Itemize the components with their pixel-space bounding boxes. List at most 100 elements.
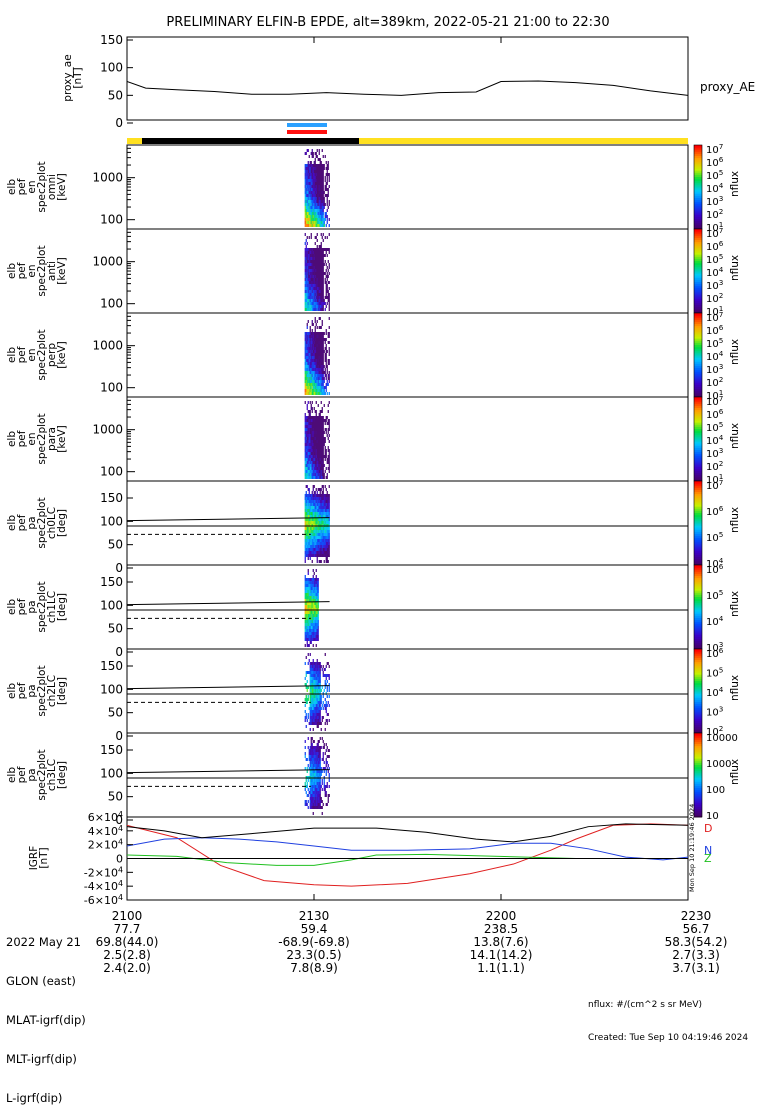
spectrogram-cell	[318, 254, 320, 257]
spectrogram-cell	[307, 254, 309, 257]
spectrogram-cell	[328, 452, 330, 455]
spectrogram-cell	[305, 185, 307, 188]
spectrogram-cell	[310, 782, 312, 785]
spectrogram-cell	[320, 512, 322, 515]
spectrogram-cell	[324, 788, 326, 791]
spectrogram-cell	[306, 281, 308, 284]
spectrogram-cell	[312, 797, 314, 800]
spectrogram-cell	[325, 494, 327, 497]
spectrogram-cell	[307, 365, 309, 368]
proxy-ae-frame	[126, 36, 689, 121]
spectrogram-cell	[308, 194, 310, 197]
spectrogram-cell	[309, 593, 311, 596]
spectrogram-cell	[318, 416, 320, 419]
spectrogram-cell	[316, 281, 318, 284]
spectrogram-cell	[307, 452, 309, 455]
spectrogram-cell	[319, 455, 321, 458]
spectrogram-cell	[324, 236, 326, 239]
colorbar-segment	[694, 352, 702, 356]
spectrogram-cell	[315, 674, 317, 677]
spectrogram-cell	[313, 164, 315, 167]
spectrogram-cell	[304, 464, 306, 467]
spectrogram-cell	[322, 167, 324, 170]
axis-label-line: pa	[26, 684, 38, 697]
spectrogram-cell	[308, 527, 310, 530]
spectrogram-cell	[322, 260, 324, 263]
spectrogram-cell	[306, 614, 308, 617]
colorbar-segment	[694, 720, 702, 723]
spectrogram-cell	[318, 758, 320, 761]
spectrogram-cell	[327, 293, 329, 296]
spectrogram-cell	[310, 803, 312, 806]
spectrogram-cell	[308, 749, 310, 752]
spectrogram-cell	[304, 248, 306, 251]
spectrogram-cell	[322, 512, 324, 515]
colorbar-segment	[694, 342, 702, 345]
axis-label-line: spec2plot	[36, 665, 48, 716]
spectrogram-cell	[305, 359, 307, 362]
spectrogram-cell	[327, 533, 329, 536]
spectrogram-cell	[305, 302, 307, 305]
spectrogram-cell	[312, 638, 314, 641]
colorbar-segment	[694, 695, 702, 698]
spectrogram-cell	[316, 200, 318, 203]
spectrogram-cell	[315, 590, 317, 593]
spectrogram-cell	[311, 521, 313, 524]
spectrogram-cell	[317, 197, 319, 200]
spectrogram-cell	[320, 392, 322, 395]
spectrogram-cell	[307, 431, 309, 434]
spectrogram-cell	[313, 710, 315, 713]
spectrogram-cell	[312, 347, 314, 350]
spectrogram-cell	[316, 662, 318, 665]
spectrogram-cell	[304, 179, 306, 182]
spectrogram-cell	[319, 710, 321, 713]
spectrogram-cell	[321, 467, 323, 470]
spectrogram-cell	[320, 224, 322, 227]
spectrogram-cell	[328, 779, 330, 782]
spectrogram-cell	[320, 722, 322, 725]
spectrogram-cell	[326, 755, 328, 758]
spectrogram-cell	[306, 440, 308, 443]
spectrogram-cell	[309, 185, 311, 188]
colorbar-segment	[694, 737, 702, 740]
loss-cone-line	[126, 517, 330, 522]
spectrogram-cell	[316, 206, 318, 209]
spectrogram-cell	[313, 470, 315, 473]
spectrogram-cell	[309, 197, 311, 200]
colorbar-segment	[694, 489, 702, 492]
spectrogram-cell	[317, 299, 319, 302]
spectrogram-cell	[318, 203, 320, 206]
spectrogram-cell	[307, 206, 309, 209]
spectrogram-cell	[310, 446, 312, 449]
spectrogram-cell	[316, 557, 318, 560]
spectrogram-cell	[325, 356, 327, 359]
spectrogram-cell	[305, 290, 307, 293]
spectrogram-cell	[314, 674, 316, 677]
spectrogram-cell	[315, 512, 317, 515]
spectrogram-cell	[323, 746, 325, 749]
spectrogram-cell	[307, 779, 309, 782]
spectrogram-cell	[308, 419, 310, 422]
spectrogram-cell	[315, 203, 317, 206]
spectrogram-cell	[319, 449, 321, 452]
spectrogram-cell	[310, 548, 312, 551]
colorbar-segment	[694, 802, 702, 805]
spectrogram-cell	[320, 260, 322, 263]
spectrogram-cell	[308, 299, 310, 302]
spectrogram-cell	[320, 800, 322, 803]
spectrogram-cell	[305, 758, 307, 761]
spectrogram-cell	[311, 287, 313, 290]
spectrogram-cell	[325, 665, 327, 668]
colorbar-segment	[694, 176, 702, 180]
spectrogram-cell	[320, 242, 322, 245]
spectrogram-cell	[325, 497, 327, 500]
spectrogram-cell	[321, 209, 323, 212]
spectrogram-cell	[318, 767, 320, 770]
spectrogram-cell	[309, 599, 311, 602]
spectrogram-cell	[308, 251, 310, 254]
spectrogram-cell	[304, 767, 306, 770]
colorbar-segment	[694, 751, 702, 755]
spectrogram-cell	[311, 212, 313, 215]
spectrogram-cell	[316, 806, 318, 809]
axis-label-line: anti	[46, 261, 58, 281]
